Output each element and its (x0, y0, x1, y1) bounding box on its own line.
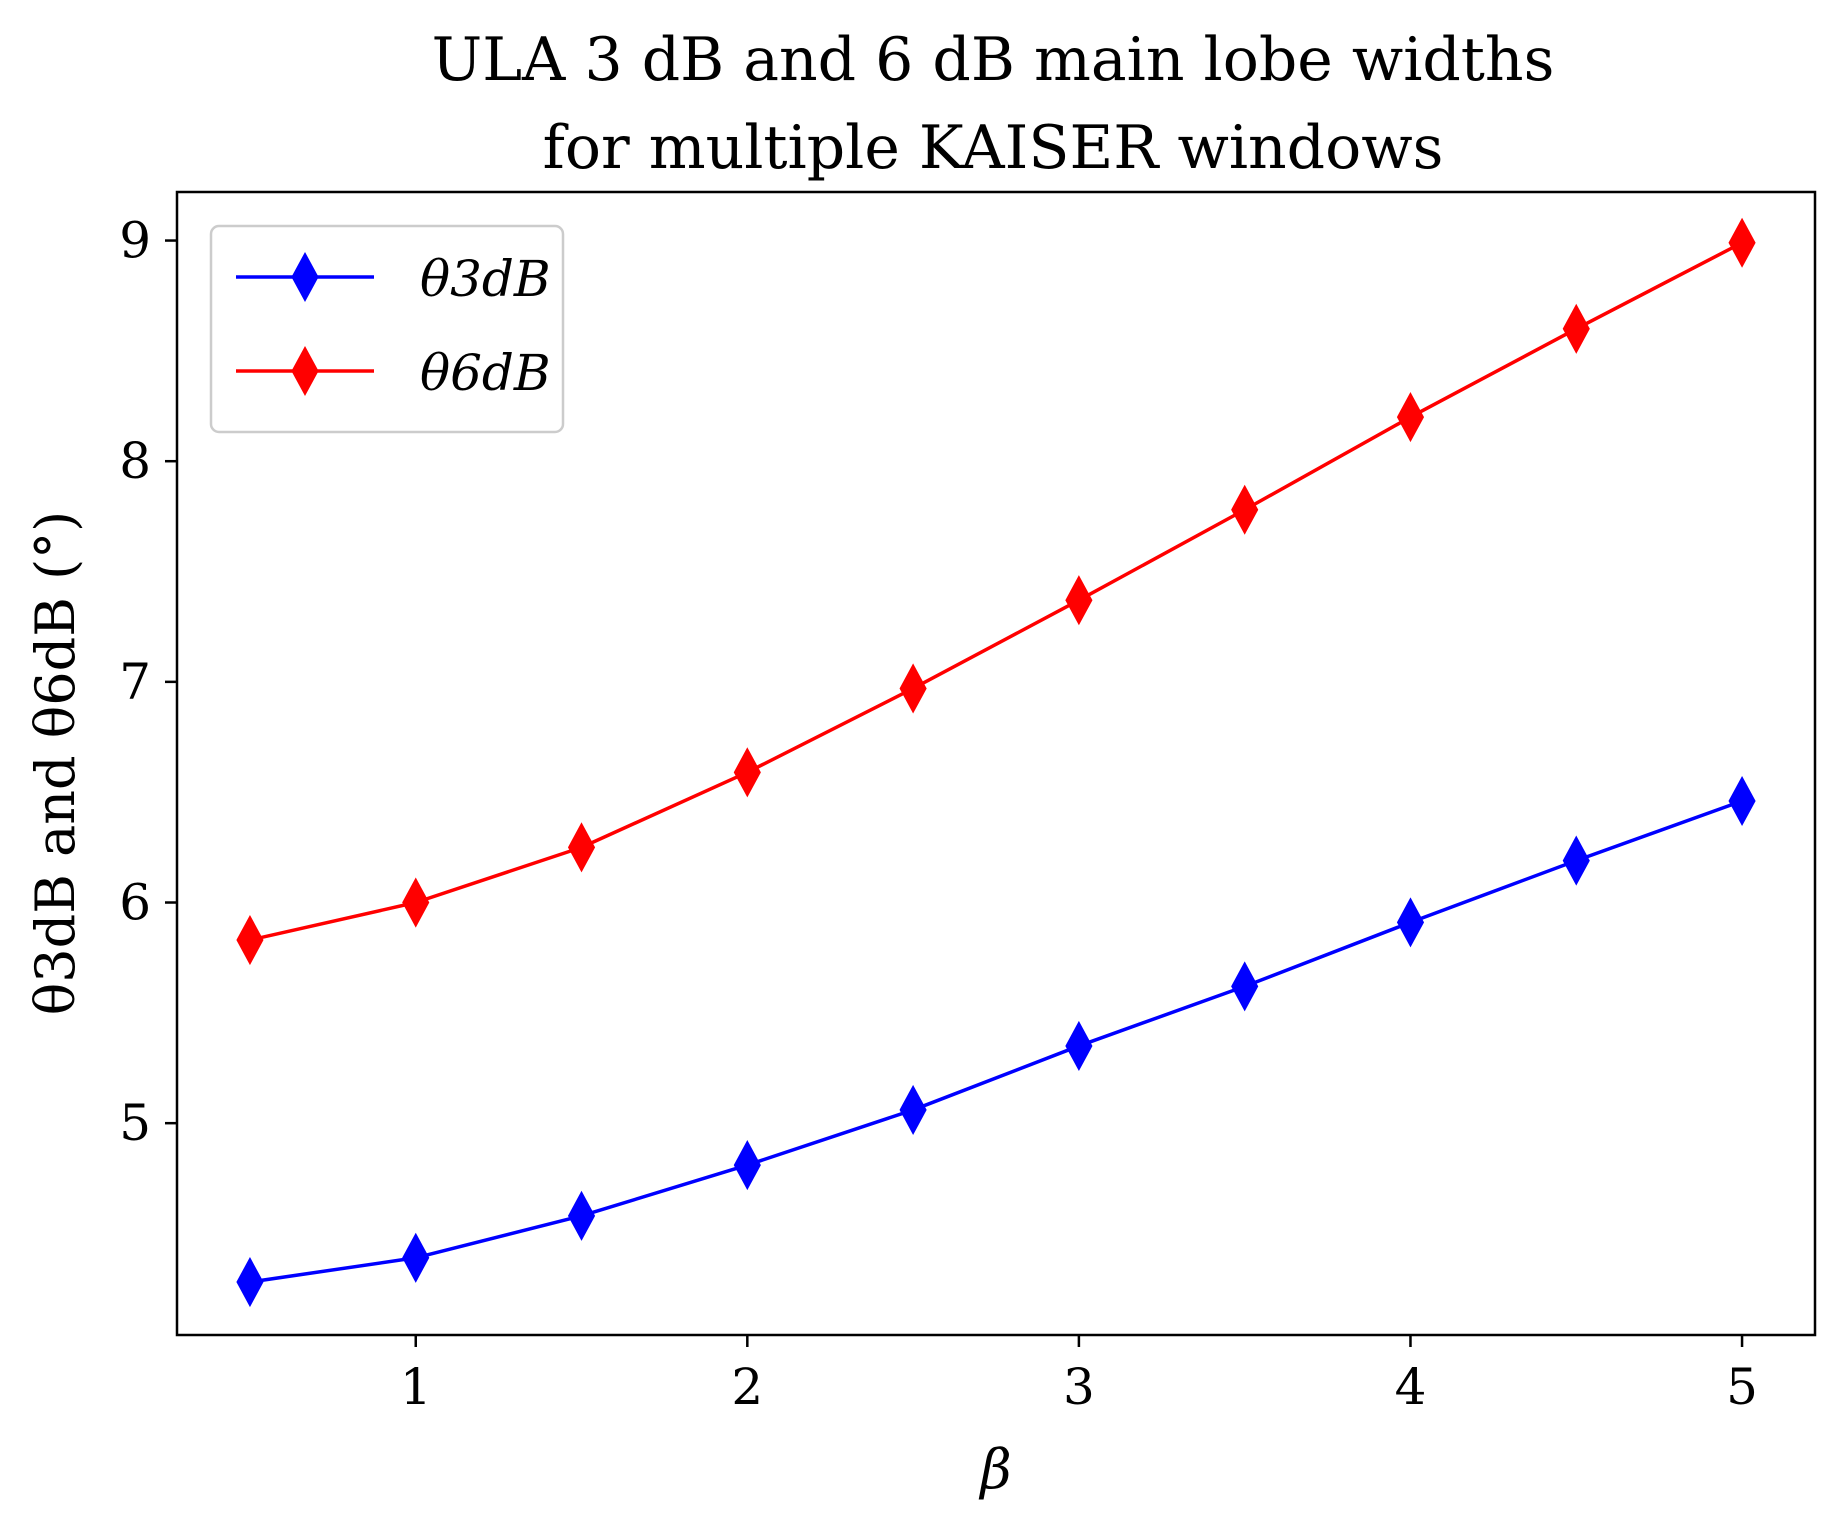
data-point-marker (567, 822, 596, 873)
chart-title-line-1: ULA 3 dB and 6 dB main lobe widths (432, 25, 1555, 95)
data-point-marker (567, 1190, 596, 1241)
series-line-1 (249, 241, 1743, 942)
data-point-marker (1065, 575, 1093, 626)
data-point-marker (236, 1256, 264, 1308)
x-tick-label: 3 (1063, 1358, 1095, 1416)
y-tick-label: 5 (119, 1094, 151, 1152)
data-point-marker (1562, 303, 1590, 354)
data-point-marker (236, 914, 264, 966)
plot-area (175, 190, 1817, 1337)
data-point-marker (1396, 897, 1425, 948)
data-point-marker (899, 1084, 927, 1135)
legend-label-theta3db: θ3dB (420, 250, 551, 308)
x-tick-label: 4 (1395, 1358, 1427, 1416)
x-axis-ticks: 1 2 3 4 5 (400, 1335, 1758, 1416)
series-line-0 (249, 799, 1743, 1284)
data-point-marker (1231, 961, 1259, 1012)
y-axis-label: θ3dB and θ6dB (°) (24, 511, 87, 1015)
data-point-marker (1562, 835, 1590, 886)
legend-marker-theta3db (291, 251, 319, 303)
data-point-marker (1728, 775, 1756, 827)
y-axis-ticks: 5 6 7 8 9 (119, 212, 177, 1152)
y-tick-label: 9 (119, 212, 151, 270)
data-point-marker (733, 747, 761, 798)
data-point-marker (899, 663, 927, 714)
legend-label-theta6db: θ6dB (420, 344, 551, 402)
data-point-marker (1728, 217, 1756, 268)
legend: θ3dB θ6dB (209, 224, 565, 434)
y-tick-label: 8 (119, 432, 151, 490)
chart-title-line-2: for multiple KAISER windows (543, 113, 1444, 183)
data-point-marker (733, 1140, 761, 1191)
data-point-marker (402, 1232, 430, 1283)
series-layer (236, 217, 1756, 1308)
y-tick-label: 7 (119, 653, 151, 711)
x-tick-label: 1 (400, 1358, 432, 1416)
y-tick-label: 6 (119, 874, 151, 932)
data-point-marker (1231, 484, 1259, 535)
legend-marker-theta6db (291, 345, 319, 397)
data-point-marker (1396, 392, 1425, 443)
data-point-marker (1065, 1020, 1093, 1071)
x-tick-label: 2 (731, 1358, 763, 1416)
x-axis-label: β (978, 1438, 1011, 1501)
x-tick-label: 5 (1726, 1358, 1758, 1416)
data-point-marker (402, 877, 430, 928)
